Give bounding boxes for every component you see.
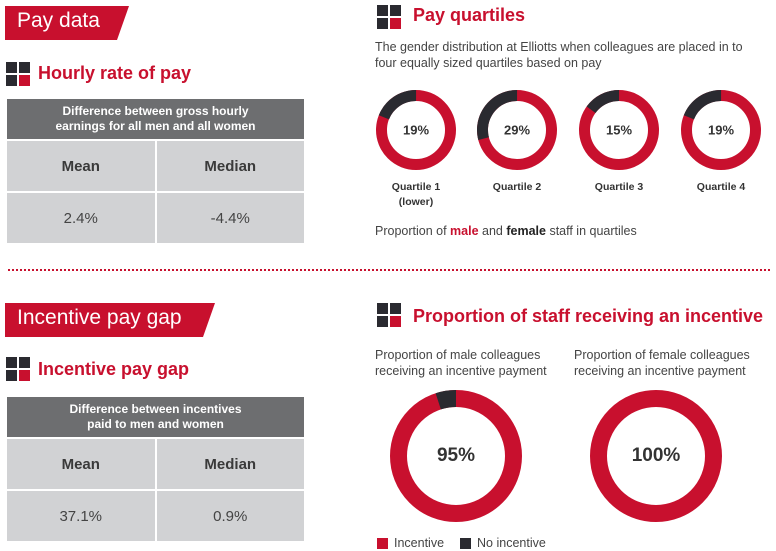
quartile-3-donut: 15%: [579, 90, 659, 170]
hourly-col-median: Median: [156, 141, 304, 191]
quartile-4-label: Quartile 4: [671, 180, 771, 195]
male-caption-line2: receiving an incentive payment: [375, 364, 547, 378]
quartile-label-line1: Quartile 1: [391, 181, 441, 193]
incentive-mean-value: 37.1%: [7, 491, 155, 541]
hourly-mean-value: 2.4%: [7, 193, 155, 243]
female-incentive-donut-percent-label: 100%: [631, 445, 681, 466]
hourly-header-line2: earnings for all men and all women: [55, 119, 256, 133]
pay-data-banner-label: Pay data: [17, 9, 100, 32]
legend-incentive-swatch: [377, 537, 388, 549]
incentive-header-line1: Difference between incentives: [69, 402, 242, 416]
hourly-rate-table-header: Difference between gross hourly earnings…: [7, 99, 304, 139]
incentive-col-mean: Mean: [7, 439, 155, 489]
caption-female: female: [506, 224, 546, 238]
hourly-rate-heading: Hourly rate of pay: [38, 63, 192, 83]
quartile-1-donut-percent-label: 19%: [402, 122, 430, 138]
quartile-1-label: Quartile 1 (lower): [366, 180, 466, 210]
legend-no-incentive-swatch: [460, 537, 472, 549]
caption-suffix: staff in quartiles: [545, 224, 637, 238]
female-caption-line1: Proportion of female colleagues: [574, 348, 750, 362]
caption-and: and: [478, 224, 507, 238]
quartile-label-line2: (lower): [398, 196, 434, 208]
caption-male: male: [450, 224, 479, 238]
caption-prefix: Proportion of: [375, 224, 451, 238]
quartile-2-donut: 29%: [477, 90, 557, 170]
quartiles-description-line2: four equally sized quartiles based on pa…: [375, 56, 602, 70]
male-incentive-donut: 95%: [390, 390, 522, 522]
pay-data-banner: Pay data: [5, 6, 129, 40]
hourly-col-mean: Mean: [7, 141, 155, 191]
hourly-header-line1: Difference between gross hourly: [62, 104, 249, 118]
quartile-3-donut-percent-label: 15%: [605, 122, 633, 138]
quartiles-description-line1: The gender distribution at Elliotts when…: [375, 40, 743, 54]
legend-incentive-label: Incentive: [394, 536, 445, 550]
quartile-4-donut-dark-segment: [681, 90, 761, 170]
male-incentive-caption: Proportion of male colleagues receiving …: [375, 347, 547, 379]
quartile-3-donut-dark-segment: [579, 90, 659, 170]
incentive-proportion-heading: Proportion of staff receiving an incenti…: [413, 306, 764, 326]
incentive-gap-table: Difference between incentives paid to me…: [7, 397, 304, 541]
quartile-label-line1: Quartile 3: [594, 181, 644, 193]
quartile-label-line1: Quartile 2: [492, 181, 542, 193]
male-caption-line1: Proportion of male colleagues: [375, 348, 541, 362]
incentive-header-line2: paid to men and women: [87, 417, 224, 431]
incentive-col-median: Median: [156, 439, 304, 489]
incentive-gap-banner-label: Incentive pay gap: [17, 306, 182, 329]
female-caption-line2: receiving an incentive payment: [574, 364, 746, 378]
quartiles-description: The gender distribution at Elliotts when…: [375, 39, 743, 71]
quartiles-caption: Proportion of male and female staff in q…: [375, 223, 637, 239]
quartile-label-line1: Quartile 4: [696, 181, 746, 193]
pay-quartiles-heading: Pay quartiles: [413, 5, 526, 25]
male-incentive-donut-red-ring: [390, 390, 522, 522]
quartile-2-label: Quartile 2: [467, 180, 567, 195]
male-incentive-donut-percent-label: 95%: [436, 445, 476, 466]
incentive-gap-banner: Incentive pay gap: [5, 303, 215, 337]
female-incentive-donut: 100%: [590, 390, 722, 522]
quartile-4-donut: 19%: [681, 90, 761, 170]
male-incentive-donut-dark-segment: [390, 390, 522, 522]
incentive-legend: Incentive No incentive: [377, 536, 546, 550]
logo-icon: [6, 357, 30, 381]
logo-icon: [377, 303, 401, 327]
female-incentive-donut-red-ring: [590, 390, 722, 522]
quartile-2-donut-percent-label: 29%: [503, 122, 531, 138]
legend-no-incentive-label: No incentive: [477, 536, 546, 550]
quartile-1-donut: 19%: [376, 90, 456, 170]
logo-icon: [6, 62, 30, 86]
quartile-4-donut-percent-label: 19%: [707, 122, 735, 138]
incentive-gap-table-header: Difference between incentives paid to me…: [7, 397, 304, 437]
quartile-3-label: Quartile 3: [569, 180, 669, 195]
hourly-median-value: -4.4%: [156, 193, 304, 243]
incentive-median-value: 0.9%: [156, 491, 304, 541]
logo-icon: [377, 5, 401, 29]
section-divider: [8, 269, 770, 271]
incentive-gap-heading: Incentive pay gap: [38, 359, 190, 379]
hourly-rate-table: Difference between gross hourly earnings…: [7, 99, 304, 243]
female-incentive-caption: Proportion of female colleagues receivin…: [574, 347, 750, 379]
